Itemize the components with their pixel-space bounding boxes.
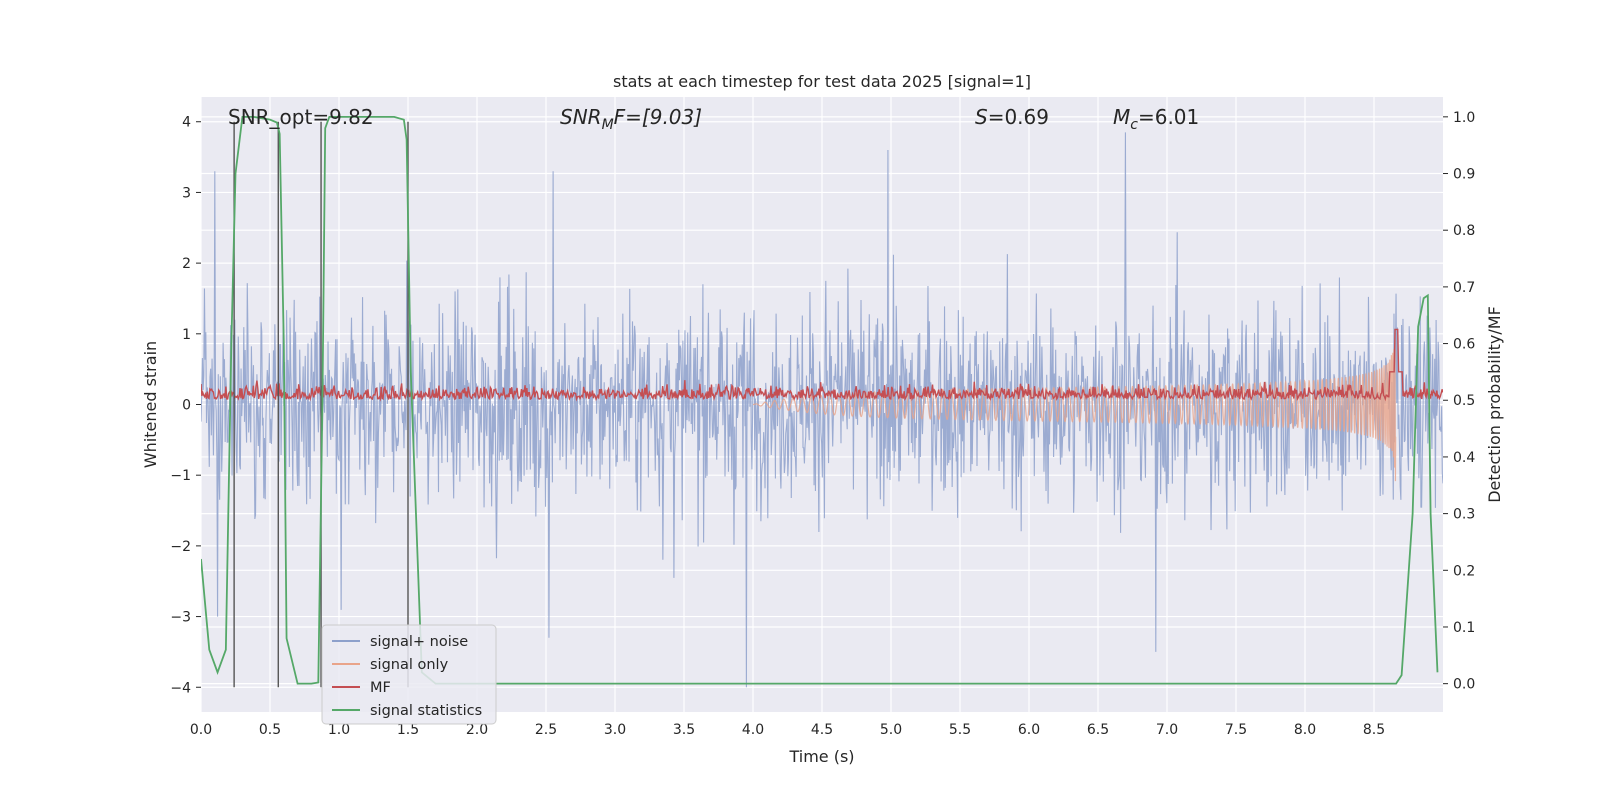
- x-tick-label: 2.5: [535, 722, 557, 738]
- y-left-tick-label: −3: [170, 610, 191, 626]
- y-left-tick-label: 1: [182, 327, 191, 343]
- x-tick-label: 0.5: [259, 722, 281, 738]
- y-left-tick-label: −4: [170, 680, 191, 696]
- x-tick-label: 4.5: [811, 722, 833, 738]
- x-tick-label: 8.5: [1363, 722, 1385, 738]
- y-right-tick-label: 0.8: [1453, 223, 1475, 239]
- x-tick-label: 2.0: [466, 722, 488, 738]
- annotation-snr-opt: SNR_opt=9.82: [228, 105, 374, 129]
- y-left-tick-label: 2: [182, 256, 191, 272]
- legend-label: MF: [370, 680, 391, 696]
- x-tick-label: 7.0: [1156, 722, 1178, 738]
- y-right-tick-label: 0.6: [1453, 337, 1475, 353]
- x-tick-label: 4.0: [742, 722, 764, 738]
- y-left-tick-label: −1: [170, 468, 191, 484]
- y-axis-right-label: Detection probability/MF: [1485, 306, 1504, 503]
- x-tick-label: 6.5: [1087, 722, 1109, 738]
- y-left-tick-label: 0: [182, 398, 191, 414]
- annotation-mc: Mc=6.01: [1113, 105, 1199, 133]
- x-tick-label: 3.5: [673, 722, 695, 738]
- legend: signal+ noise signal only MF signal statist…: [321, 624, 497, 725]
- chart-title: stats at each timestep for test data 202…: [613, 72, 1031, 91]
- annotation-snr-mf-suffix: F=[9.03]: [614, 105, 702, 129]
- annotation-s-value: =0.69: [988, 105, 1049, 129]
- x-axis-label: Time (s): [788, 747, 854, 766]
- y-left-tick-label: −2: [170, 539, 191, 555]
- y-right-tick-label: 0.7: [1453, 280, 1475, 296]
- tick-layer: 0.0 0.5 1.0 1.5 2.0 2.5 3.0 3.5 4.0 4.5 5.0 5.5 6.0 6…: [170, 110, 1475, 738]
- x-tick-label: 0.0: [190, 722, 212, 738]
- x-tick-label: 5.5: [949, 722, 971, 738]
- annotation-s: S=0.69: [975, 105, 1049, 129]
- annotation-mc-prefix: M: [1113, 105, 1130, 129]
- x-tick-label: 3.0: [604, 722, 626, 738]
- y-left-tick-label: 4: [182, 115, 191, 131]
- annotation-mc-sub: c: [1130, 117, 1138, 133]
- series-signal-statistics: [201, 115, 1439, 685]
- series-signal-only: [753, 332, 1397, 482]
- y-right-tick-label: 0.9: [1453, 167, 1475, 183]
- y-right-tick-label: 0.1: [1453, 620, 1475, 636]
- series-layer: [201, 115, 1443, 688]
- y-right-tick-label: 0.4: [1453, 450, 1475, 466]
- y-right-tick-label: 0.5: [1453, 393, 1475, 409]
- annotation-mc-value: =6.01: [1138, 105, 1199, 129]
- legend-box: [321, 624, 497, 725]
- y-right-tick-label: 0.3: [1453, 507, 1475, 523]
- x-tick-label: 7.5: [1225, 722, 1247, 738]
- annotation-snr-mf-prefix: SNR: [560, 105, 602, 129]
- x-tick-label: 5.0: [880, 722, 902, 738]
- x-tick-label: 1.5: [397, 722, 419, 738]
- x-tick-label: 8.0: [1294, 722, 1316, 738]
- legend-label: signal only: [370, 657, 449, 673]
- annotation-snr-mf-sub: M: [602, 117, 614, 133]
- y-left-tick-label: 3: [182, 185, 191, 201]
- legend-label: signal+ noise: [370, 634, 468, 650]
- legend-label: signal statistics: [370, 703, 482, 719]
- annotation-snr-mf: SNRMF=[9.03]: [560, 105, 702, 133]
- x-tick-label: 6.0: [1018, 722, 1040, 738]
- y-right-tick-label: 1.0: [1453, 110, 1475, 126]
- y-axis-left-label: Whitened strain: [141, 341, 160, 468]
- annotation-s-prefix: S: [975, 105, 988, 129]
- y-right-tick-label: 0.2: [1453, 563, 1475, 579]
- x-tick-label: 1.0: [328, 722, 350, 738]
- y-right-tick-label: 0.0: [1453, 677, 1475, 693]
